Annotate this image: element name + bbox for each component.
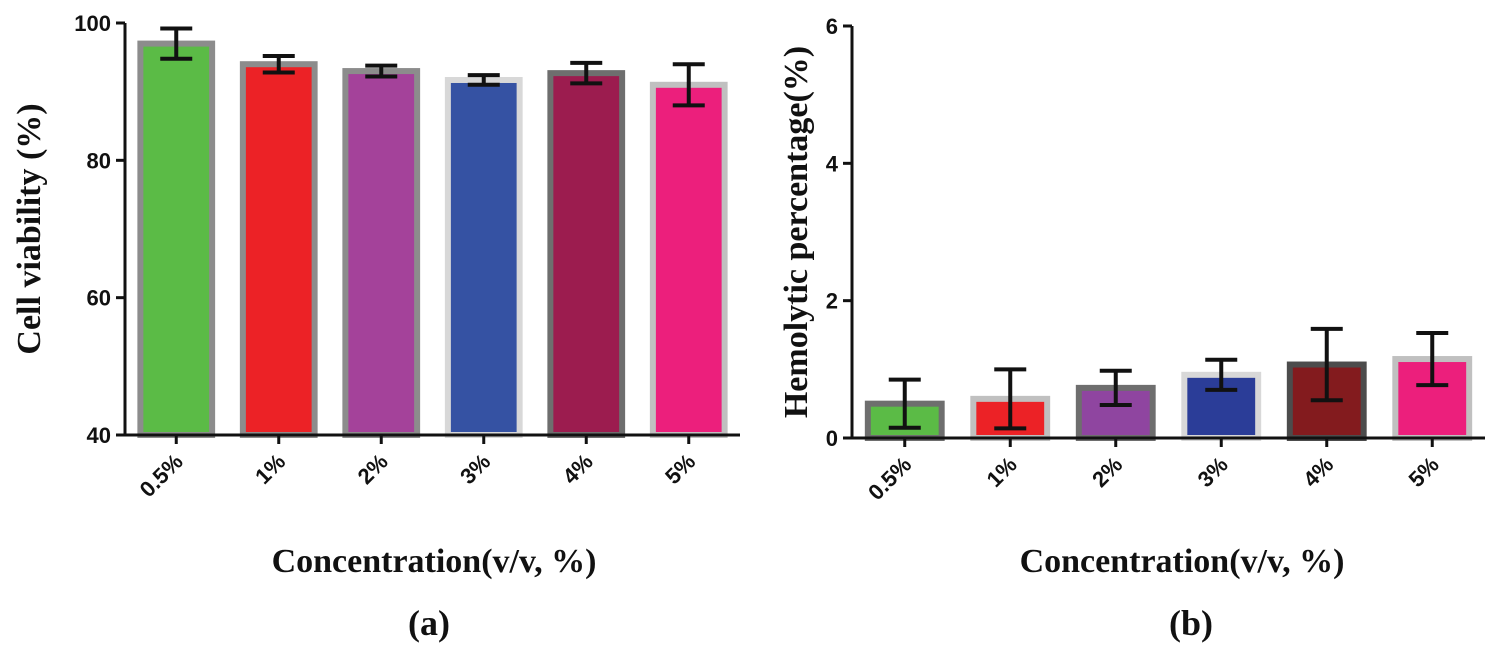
x-tick-label-5: 5% — [1404, 452, 1444, 492]
y-axis-title: Cell viability (%) — [11, 103, 48, 354]
panel-label: (b) — [1169, 603, 1213, 643]
x-tick-label-2: 2% — [1087, 452, 1127, 492]
panel-label: (a) — [408, 603, 450, 643]
x-tick-label-5: 5% — [660, 449, 700, 489]
y-tick-label-1: 2 — [826, 289, 838, 314]
y-tick-label-0: 0 — [826, 426, 838, 451]
bar-2 — [342, 68, 421, 438]
x-tick-label-4: 4% — [558, 449, 598, 489]
x-tick-label-0: 0.5% — [863, 452, 916, 505]
chart-panel-b: 0 2 4 6 0.5% 1% 2% 3% 4% 5% Concentration(v/v, %) H… — [778, 14, 1485, 643]
x-tick-label-3: 3% — [455, 449, 495, 489]
bar-5 — [649, 81, 728, 439]
bar-0 — [137, 40, 216, 438]
bar-4 — [547, 70, 626, 438]
x-tick-label-3: 3% — [1193, 452, 1233, 492]
x-tick-label-2: 2% — [353, 449, 393, 489]
y-axis-title: Hemolytic percentage(%) — [778, 46, 815, 418]
y-tick-label-1: 60 — [87, 286, 111, 311]
y-tick-label-3: 100 — [74, 11, 111, 36]
x-tick-label-4: 4% — [1298, 452, 1338, 492]
y-tick-label-3: 6 — [826, 14, 838, 39]
bar-1 — [239, 61, 318, 438]
bar-3 — [444, 76, 523, 438]
y-tick-label-2: 4 — [826, 151, 839, 176]
y-tick-label-2: 80 — [87, 148, 111, 173]
x-axis-title: Concentration(v/v, %) — [272, 543, 597, 580]
y-tick-label-0: 40 — [87, 423, 111, 448]
x-tick-label-1: 1% — [250, 449, 290, 489]
bar-5 — [1392, 356, 1473, 441]
x-axis-title: Concentration(v/v, %) — [1020, 543, 1345, 580]
x-tick-label-0: 0.5% — [135, 449, 188, 502]
x-tick-label-1: 1% — [982, 452, 1022, 492]
chart-panel-a: 40 60 80 100 0.5% 1% 2% 3% 4% 5% Concentration(v/v… — [11, 11, 740, 643]
